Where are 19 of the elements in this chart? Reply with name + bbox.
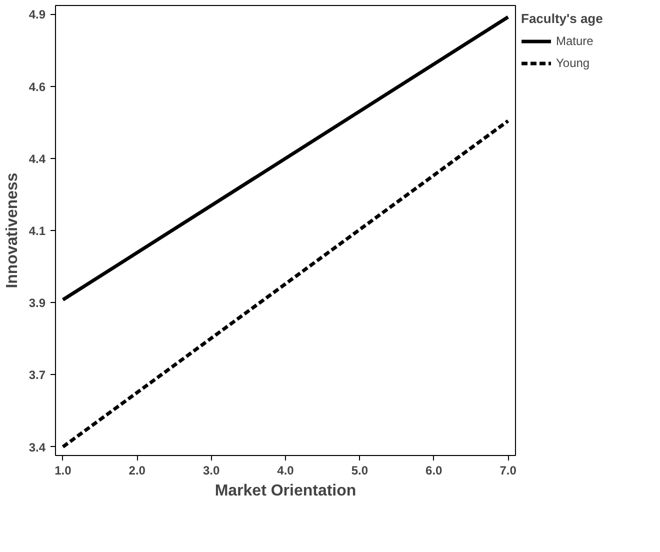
y-tick-label: 4.9 xyxy=(28,8,46,22)
legend-title: Faculty's age xyxy=(521,11,603,26)
x-tick-label: 6.0 xyxy=(426,464,443,478)
y-tick-label: 4.6 xyxy=(28,80,46,94)
x-tick-label: 5.0 xyxy=(351,464,368,478)
y-axis-title: Innovativeness xyxy=(4,172,21,288)
x-tick-label: 7.0 xyxy=(500,464,517,478)
x-tick-label: 1.0 xyxy=(54,464,72,478)
x-tick-label: 4.0 xyxy=(277,464,294,478)
legend-label: Mature xyxy=(556,34,594,48)
x-tick-label: 3.0 xyxy=(202,464,220,478)
y-tick-label: 3.9 xyxy=(28,296,46,310)
y-tick-label: 3.7 xyxy=(28,368,46,382)
y-tick-label: 4.4 xyxy=(28,152,46,166)
y-tick-label: 3.4 xyxy=(28,440,46,454)
y-tick-label: 4.1 xyxy=(28,224,46,238)
x-tick-label: 2.0 xyxy=(128,464,146,478)
legend-label: Young xyxy=(556,56,590,70)
x-axis-title: Market Orientation xyxy=(214,482,356,500)
